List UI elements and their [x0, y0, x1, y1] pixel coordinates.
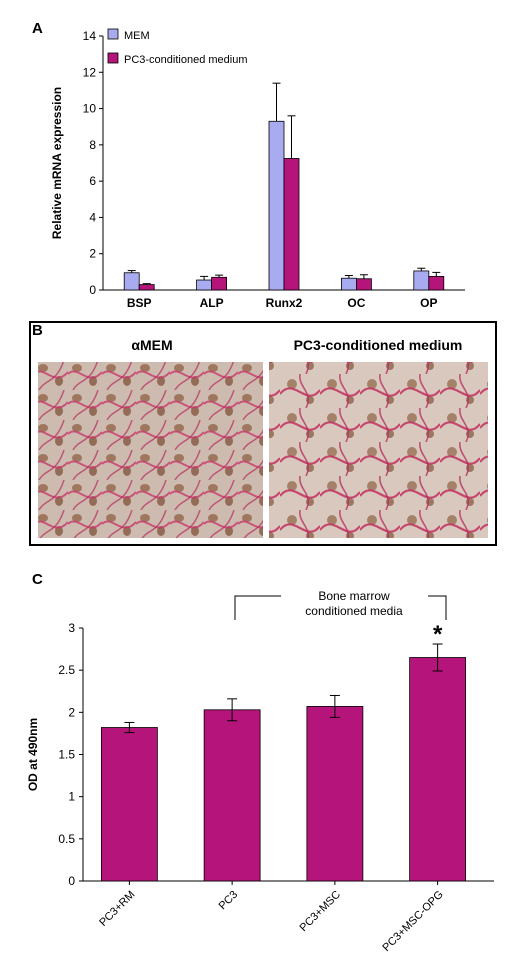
legend-label: PC3-conditioned medium: [124, 54, 248, 66]
y-tick-label: 0.5: [58, 832, 75, 846]
bracket-label-line2: conditioned media: [305, 604, 403, 618]
y-tick-label: 0: [68, 874, 75, 888]
bar-pc3: [211, 276, 228, 291]
y-tick-label: 6: [89, 174, 96, 188]
y-tick-label: 3: [68, 621, 75, 635]
micrograph-left-title: αMEM: [131, 337, 172, 353]
x-category-label: PC3+RM: [97, 889, 137, 929]
bar-mem: [268, 120, 285, 291]
y-tick-label: 4: [89, 210, 96, 224]
bar-mem: [196, 279, 213, 291]
x-category-label: Runx2: [266, 296, 303, 310]
micrograph-right-title: PC3-conditioned medium: [294, 337, 463, 353]
micrograph-frame: [29, 321, 497, 546]
x-category-label: PC3+MSC-OPG: [380, 889, 445, 954]
panel-b-letter: B: [32, 322, 43, 339]
x-category-label: ALP: [200, 296, 224, 310]
legend-swatch-pc3: [107, 52, 119, 64]
x-category-label: PC3+MSC: [298, 889, 343, 934]
chart-c: 0 0.5 1 1.5 2 2.5 3 OD at 490nm PC3+RM PC3 PC3+MSC…: [26, 621, 494, 954]
x-category-label: BSP: [127, 296, 152, 310]
bar-mem: [413, 270, 430, 291]
micrograph-left-image: [38, 362, 263, 538]
bar: [100, 727, 158, 882]
chart-a: 0 2 4 6 8 10 12 14 Relative mRNA expression BSP AL…: [50, 28, 465, 310]
legend-swatch-mem: [107, 28, 119, 40]
y-tick-label: 8: [89, 138, 96, 152]
y-tick-label: 2: [89, 247, 96, 261]
bar: [306, 706, 364, 882]
y-tick-label: 0: [89, 283, 96, 297]
bar-pc3: [138, 284, 155, 291]
bar-mem: [123, 272, 140, 291]
y-tick-label: 12: [83, 65, 97, 79]
significance-asterisk: *: [433, 621, 443, 648]
bar-mem: [340, 277, 357, 291]
x-category-label: OP: [420, 296, 437, 310]
y-tick-label: 2: [68, 705, 75, 719]
y-tick-label: 14: [83, 29, 97, 43]
bar-pc3: [428, 275, 445, 291]
y-tick-label: 1.5: [58, 748, 75, 762]
y-tick-label: 2.5: [58, 663, 75, 677]
micrograph-right-image: [269, 362, 488, 538]
x-category-label: PC3: [217, 889, 241, 913]
bracket-left: [234, 595, 281, 620]
bar-pc3: [355, 278, 372, 291]
panel-a-letter: A: [32, 20, 43, 37]
bracket-right: [428, 595, 447, 620]
legend-label: MEM: [124, 30, 150, 42]
panel-c-letter: C: [32, 571, 43, 588]
y-axis-label: Relative mRNA expression: [50, 87, 64, 239]
bar: [203, 709, 261, 882]
y-tick-label: 1: [68, 790, 75, 804]
y-tick-label: 10: [83, 102, 97, 116]
bar-pc3: [283, 158, 300, 291]
bar: [409, 657, 467, 882]
y-axis-label: OD at 490nm: [26, 718, 40, 791]
bracket-label-line1: Bone marrow: [318, 589, 390, 603]
x-category-label: OC: [347, 296, 365, 310]
